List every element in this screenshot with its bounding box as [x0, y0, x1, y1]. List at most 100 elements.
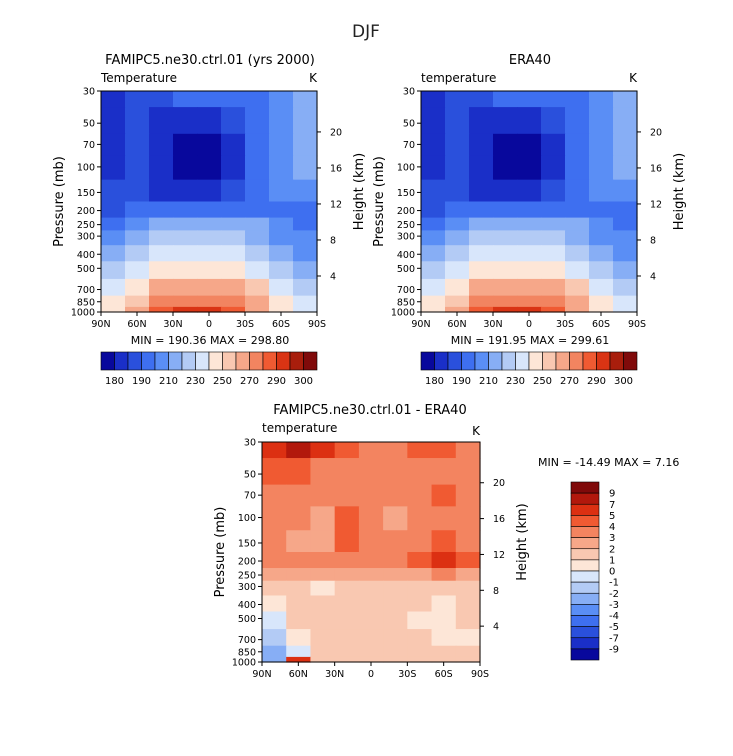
field-cell	[221, 306, 246, 313]
y-axis-title: Pressure (mb)	[52, 156, 67, 247]
field-cell	[245, 133, 270, 157]
y-tick-label: 250	[238, 571, 256, 582]
field-cell	[493, 201, 518, 219]
field-cell	[245, 230, 270, 246]
field-cell	[445, 295, 470, 308]
field-cell	[197, 230, 222, 246]
colorbar-box	[154, 351, 169, 371]
field-cell	[221, 295, 246, 308]
field-cell	[358, 506, 384, 531]
field-cell	[469, 306, 494, 313]
field-cell	[445, 230, 470, 246]
colorbar-box	[596, 351, 611, 371]
field-cell	[173, 179, 198, 203]
field-cell	[334, 458, 360, 486]
field-cell	[293, 230, 318, 246]
field-cell	[565, 201, 590, 219]
field-cell	[613, 179, 638, 203]
y-tick-label: 150	[397, 188, 415, 199]
colorbar-box	[461, 351, 476, 371]
field-cell	[310, 645, 336, 658]
field-cell	[221, 278, 246, 297]
height-tick-label: 4	[650, 271, 656, 282]
field-cell	[421, 217, 446, 231]
colorbar-box	[570, 548, 600, 561]
field-cell	[589, 295, 614, 308]
field-cell	[469, 261, 494, 280]
field-cell	[262, 645, 287, 658]
field-cell	[541, 295, 566, 308]
field-cell	[455, 458, 481, 486]
field-cell	[469, 295, 494, 308]
field-cell	[101, 133, 126, 157]
field-cell	[173, 91, 198, 108]
field-cell	[310, 656, 336, 663]
colorbar-label: 300	[614, 376, 633, 387]
field-cell	[358, 595, 384, 613]
field-cell	[493, 295, 518, 308]
field-cell	[589, 217, 614, 231]
field-cell	[565, 230, 590, 246]
x-tick-label: 60S	[272, 319, 290, 330]
field-cell	[383, 595, 408, 613]
x-tick-label: 90S	[308, 319, 326, 330]
field-cell	[541, 107, 566, 135]
field-cell	[469, 155, 494, 181]
field-cell	[421, 261, 446, 280]
field-cell	[613, 107, 638, 135]
field-cell	[101, 278, 126, 297]
field-cell	[517, 230, 542, 246]
field-cell	[149, 155, 174, 181]
field-cell	[469, 107, 494, 135]
field-cell	[149, 306, 174, 313]
field-cell	[541, 179, 566, 203]
field-cell	[269, 155, 294, 181]
field-cell	[197, 107, 222, 135]
field-cell	[101, 306, 126, 313]
field-cell	[197, 155, 222, 181]
field-cell	[431, 458, 457, 486]
y-tick-label: 100	[397, 162, 415, 173]
field-cell	[455, 580, 481, 597]
colorbar-box	[570, 503, 600, 516]
field-cell	[589, 179, 614, 203]
field-cell	[269, 295, 294, 308]
colorbar-label: 190	[452, 376, 471, 387]
colorbar-box	[262, 351, 277, 371]
field-cell	[541, 91, 566, 108]
field-cell	[383, 645, 408, 658]
field-cell	[517, 133, 542, 157]
field-cell	[101, 217, 126, 231]
field-cell	[565, 245, 590, 262]
y-tick-label: 100	[77, 162, 95, 173]
y-tick-label: 150	[238, 538, 256, 549]
y-tick-label: 850	[77, 297, 95, 308]
field-cell	[358, 656, 384, 663]
height-tick-label: 4	[330, 271, 336, 282]
field-cell	[455, 629, 481, 647]
field-cell	[286, 484, 312, 507]
field-cell	[149, 201, 174, 219]
field-cell	[455, 656, 481, 663]
colorbar-label: 190	[132, 376, 151, 387]
field-cell	[149, 261, 174, 280]
field-cell	[262, 568, 287, 582]
colorbar-label: 270	[560, 376, 579, 387]
colorbar-label: 2	[609, 544, 615, 555]
field-cell	[613, 217, 638, 231]
y-tick-label: 850	[397, 297, 415, 308]
y-tick-label: 1000	[391, 308, 415, 319]
colorbar-label: 270	[240, 376, 259, 387]
field-cell	[589, 91, 614, 108]
colorbar-box	[569, 351, 584, 371]
field-cell	[517, 201, 542, 219]
field-cell	[262, 442, 287, 459]
field-cell	[245, 107, 270, 135]
field-cell	[517, 261, 542, 280]
field-cell	[565, 179, 590, 203]
field-cell	[173, 295, 198, 308]
field-cell	[173, 155, 198, 181]
field-cell	[334, 656, 360, 663]
